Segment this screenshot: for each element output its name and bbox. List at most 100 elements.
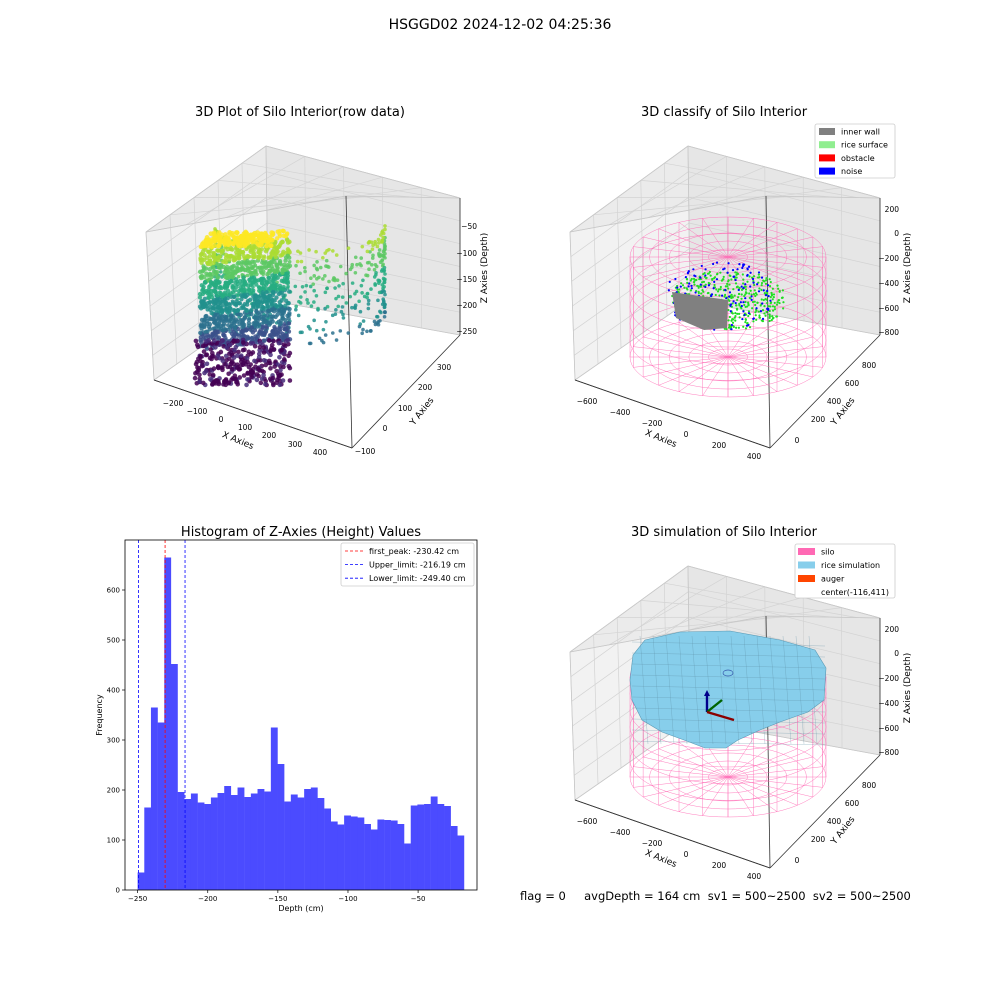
data-point	[323, 290, 328, 295]
data-point	[212, 254, 217, 260]
data-point	[297, 299, 301, 304]
data-point	[281, 342, 287, 348]
data-point	[281, 364, 286, 370]
classified-point	[745, 324, 749, 327]
data-point	[219, 365, 224, 370]
classified-point	[772, 296, 775, 299]
data-point	[268, 243, 274, 249]
legend-label: Upper_limit: -216.19 cm	[369, 561, 466, 570]
y-tick-label: 400	[827, 397, 842, 406]
data-point	[278, 367, 283, 373]
data-point	[240, 250, 246, 255]
data-point	[256, 354, 262, 360]
data-point	[367, 267, 371, 272]
classified-point	[757, 310, 760, 313]
data-point	[374, 264, 379, 269]
data-point	[299, 259, 304, 264]
data-point	[300, 284, 305, 289]
data-point	[382, 314, 387, 319]
z-tick-label: −200	[456, 301, 477, 310]
classified-point	[676, 286, 679, 289]
data-point	[287, 365, 293, 371]
classified-point	[769, 280, 772, 284]
rice-surface	[629, 630, 827, 749]
classified-point	[741, 317, 744, 321]
data-point	[276, 334, 281, 339]
data-point	[281, 279, 287, 284]
data-point	[259, 265, 264, 270]
data-point	[234, 308, 240, 314]
classified-point	[768, 284, 772, 288]
classified-point	[731, 269, 735, 272]
classified-point	[756, 301, 759, 304]
data-point	[272, 241, 277, 246]
x-tick-label: 400	[747, 872, 762, 881]
data-point	[327, 247, 331, 252]
data-point	[350, 305, 354, 310]
data-point	[227, 231, 233, 237]
data-point	[211, 338, 217, 343]
data-point	[263, 282, 269, 288]
classified-point	[735, 308, 739, 311]
data-point	[333, 312, 338, 316]
data-point	[270, 375, 276, 381]
data-point	[269, 232, 275, 238]
y-axis-label: Frequency	[95, 694, 104, 736]
data-point	[218, 341, 223, 347]
data-point	[249, 311, 254, 317]
data-point	[383, 251, 387, 256]
classified-point	[697, 285, 701, 288]
data-point	[204, 255, 210, 261]
data-point	[210, 382, 215, 387]
classified-point	[744, 318, 748, 322]
data-point	[377, 279, 382, 284]
data-point	[256, 303, 261, 309]
data-point	[331, 249, 335, 253]
data-point	[254, 308, 259, 314]
data-point	[197, 295, 203, 300]
data-point	[225, 364, 231, 370]
data-point	[210, 305, 216, 311]
classified-point	[764, 314, 767, 317]
data-point	[262, 338, 267, 343]
data-point	[281, 286, 286, 292]
histogram-bar	[370, 829, 378, 890]
data-point	[376, 322, 381, 327]
data-point	[296, 313, 301, 318]
data-point	[277, 229, 282, 234]
data-point	[383, 256, 387, 260]
x-tick-label: −200	[642, 839, 663, 848]
data-point	[206, 249, 211, 254]
classified-point	[719, 271, 722, 274]
data-point	[337, 284, 341, 288]
data-point	[294, 263, 298, 268]
data-point	[370, 247, 375, 251]
classified-point	[690, 287, 693, 290]
z-tick-labels: 200 0 −200 −400 −600 −800	[878, 625, 899, 757]
histogram-bar	[250, 793, 258, 890]
data-point	[294, 307, 298, 312]
data-point	[259, 317, 265, 322]
data-point	[243, 229, 249, 235]
data-point	[274, 377, 280, 383]
data-point	[240, 347, 246, 353]
classified-point	[689, 279, 692, 282]
data-point	[323, 306, 327, 311]
classified-point	[718, 294, 721, 297]
classified-point	[758, 287, 761, 290]
classified-point	[728, 291, 732, 294]
histogram-bar	[410, 805, 418, 890]
data-point	[334, 296, 338, 301]
classified-point	[697, 291, 700, 295]
classified-point	[765, 277, 768, 280]
data-point	[311, 282, 316, 286]
data-point	[214, 323, 219, 329]
classified-point	[744, 285, 747, 288]
data-point	[261, 269, 266, 274]
classified-point	[762, 298, 765, 302]
legend-label: rice surface	[841, 141, 888, 150]
legend-label: first_peak: -230.42 cm	[369, 547, 459, 556]
classified-point	[746, 322, 749, 325]
data-point	[268, 332, 274, 338]
data-point	[261, 358, 267, 363]
